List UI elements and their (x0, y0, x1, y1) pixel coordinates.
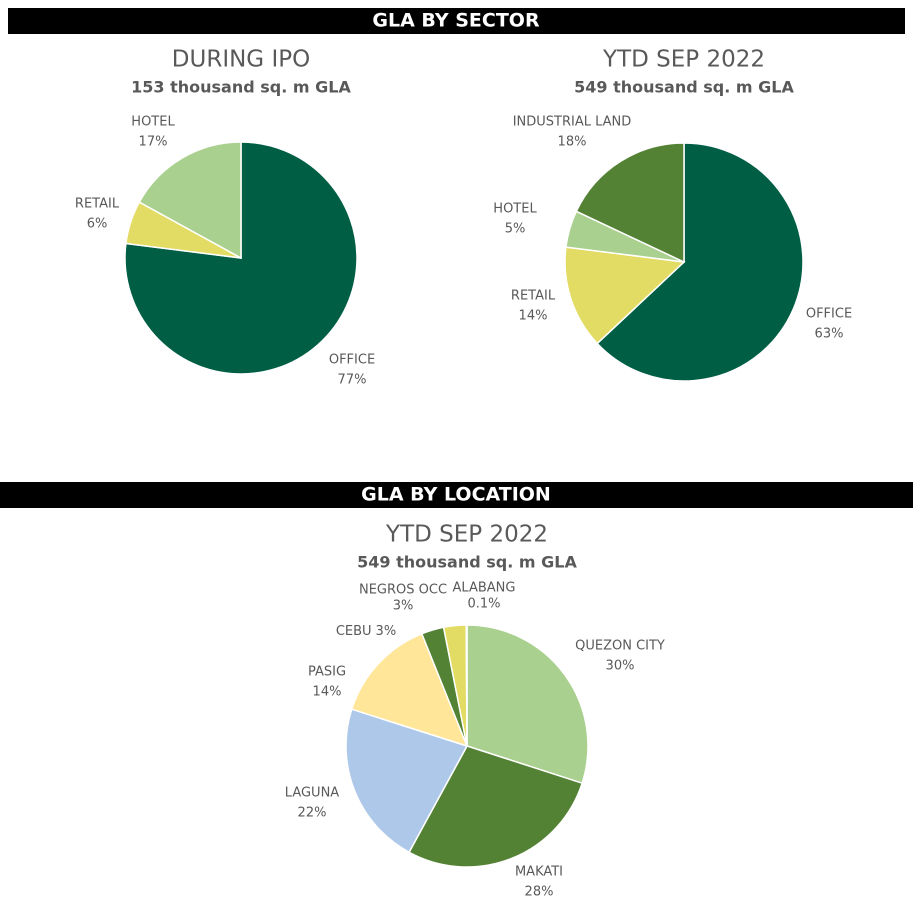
value-label: 0.1% (467, 597, 500, 612)
pie-slice (575, 142, 685, 264)
category-label: HOTEL (131, 115, 175, 130)
chart-title: YTD SEP 2022 (385, 522, 548, 548)
pie-slice (408, 745, 584, 868)
chart-title: DURING IPO (172, 47, 310, 73)
category-label: QUEZON CITY (575, 639, 665, 654)
value-label: 22% (298, 806, 327, 821)
pie-slice (138, 141, 242, 260)
value-label: 28% (525, 885, 554, 899)
category-label: LAGUNA (285, 786, 340, 801)
value-label: 77% (338, 373, 367, 388)
chart-subtitle: 549 thousand sq. m GLA (574, 78, 794, 97)
category-label: RETAIL (75, 197, 120, 212)
pie-slice (465, 624, 468, 747)
value-label: 14% (313, 685, 342, 700)
category-label: HOTEL (493, 202, 537, 217)
category-label: MAKATI (515, 865, 563, 880)
value-label: 14% (519, 309, 548, 324)
category-label: INDUSTRIAL LAND (513, 115, 632, 130)
category-label: RETAIL (511, 289, 556, 304)
pie-slice (345, 708, 469, 854)
pie-slice (350, 632, 469, 748)
value-label: 17% (139, 135, 168, 150)
pie-slice (564, 246, 686, 345)
category-label: CEBU (336, 624, 372, 639)
header-bar (8, 8, 905, 34)
value-label: 18% (558, 135, 587, 150)
value-label: 30% (606, 659, 635, 674)
pie-slice (466, 624, 589, 785)
value-label: 3% (376, 624, 397, 639)
chart-subtitle: 153 thousand sq. m GLA (131, 78, 351, 97)
category-label: PASIG (308, 665, 346, 680)
section-header: GLA BY LOCATION (361, 484, 551, 506)
category-label: ALABANG (453, 581, 516, 596)
value-label: 3% (393, 599, 414, 614)
slice-label: CEBU 3% (336, 624, 396, 639)
pie-slice (596, 142, 804, 382)
category-label: NEGROS OCC (359, 583, 447, 598)
category-label: OFFICE (806, 307, 852, 322)
value-label: 6% (87, 217, 108, 232)
chart-title: YTD SEP 2022 (602, 47, 765, 73)
section-header: GLA BY SECTOR (372, 10, 540, 32)
chart-subtitle: 549 thousand sq. m GLA (357, 553, 577, 572)
header-bar (0, 482, 913, 508)
value-label: 5% (505, 222, 526, 237)
category-label: OFFICE (329, 353, 375, 368)
value-label: 63% (815, 327, 844, 342)
